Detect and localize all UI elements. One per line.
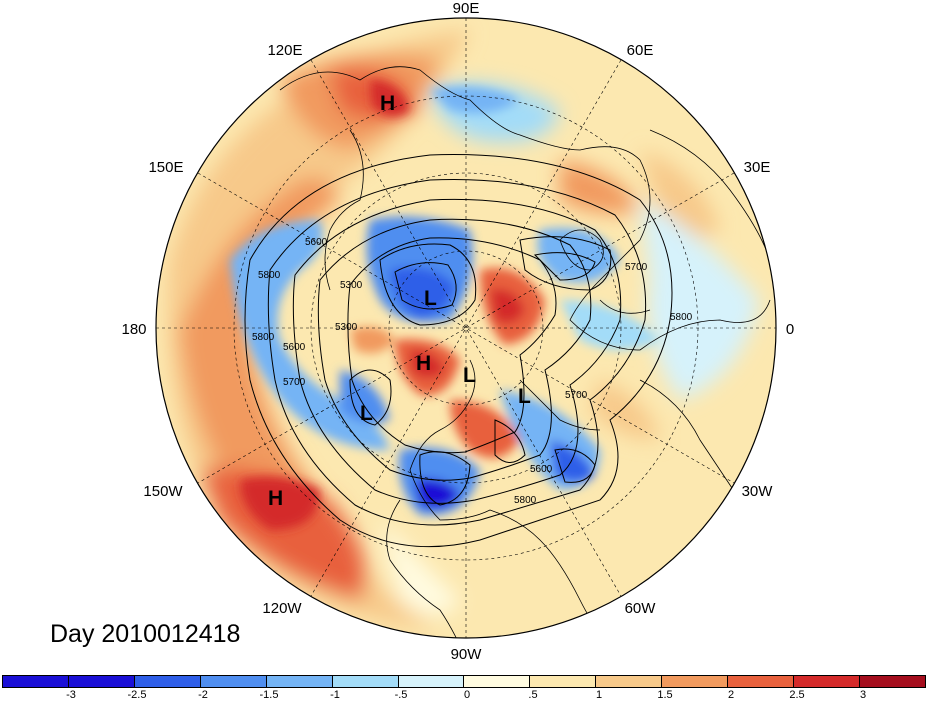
colorbar-tick-label: 2 <box>727 689 735 701</box>
longitude-label: 150E <box>148 159 183 176</box>
colorbar-tick-label: -2 <box>198 689 208 701</box>
polar-map: 5600 5800 5300 5300 5800 5600 5700 5700 … <box>121 0 794 663</box>
colorbar-tick-label: -1.5 <box>259 689 279 701</box>
pressure-center-low: L <box>463 364 476 387</box>
colorbar <box>2 675 926 688</box>
contour-label: 5600 <box>530 464 553 475</box>
pressure-center-low: L <box>360 402 373 425</box>
map-boundary <box>155 17 777 639</box>
longitude-label-group: 90E 60E 30E 0 30W 60W 90W 120W 150W 180 … <box>121 0 794 663</box>
longitude-label: 150W <box>143 483 183 500</box>
colorbar-swatch <box>662 676 729 687</box>
contour-label: 5700 <box>283 377 306 388</box>
colorbar-tick-label: 1 <box>595 689 603 701</box>
coastlines <box>279 66 771 638</box>
pressure-center-group: H L H L L L H <box>268 92 531 510</box>
contour-label: 5600 <box>283 342 306 353</box>
contour-label: 5800 <box>258 270 281 281</box>
longitude-label: 30E <box>744 159 771 176</box>
pressure-center-high: H <box>380 92 395 115</box>
contour-label: 5800 <box>514 495 537 506</box>
contour-label: 5600 <box>305 237 328 248</box>
colorbar-swatch <box>68 676 135 687</box>
anomaly-shading <box>156 18 776 638</box>
longitude-label: 120E <box>267 42 302 59</box>
height-contours <box>244 154 673 548</box>
longitude-label: 0 <box>786 321 794 338</box>
colorbar-tick-label: .5 <box>528 689 538 701</box>
longitude-label: 90W <box>451 646 483 663</box>
pressure-center-high: H <box>268 487 283 510</box>
colorbar-swatch <box>3 676 69 687</box>
pressure-center-low: L <box>518 385 531 408</box>
graticule <box>156 18 776 638</box>
pressure-center-high: H <box>416 352 431 375</box>
map-title: Day 2010012418 <box>50 620 241 648</box>
colorbar-swatch <box>596 676 663 687</box>
colorbar-swatch <box>134 676 201 687</box>
colorbar-swatch <box>398 676 465 687</box>
contour-label-group: 5600 5800 5300 5300 5800 5600 5700 5700 … <box>252 237 693 506</box>
colorbar-ticks: -3 -2.5 -2 -1.5 -1 -.5 0 .5 1 1.5 2 2.5 … <box>0 689 928 702</box>
longitude-label: 60W <box>625 600 657 617</box>
colorbar-tick-label: 0 <box>463 689 471 701</box>
contour-label: 5800 <box>670 312 693 323</box>
colorbar-tick-label: 3 <box>859 689 867 701</box>
longitude-label: 30W <box>742 483 774 500</box>
pressure-center-low: L <box>424 287 437 310</box>
colorbar-tick-label: -3 <box>66 689 76 701</box>
longitude-label: 90E <box>453 0 480 17</box>
colorbar-tick-label: -2.5 <box>127 689 147 701</box>
colorbar-swatch <box>728 676 795 687</box>
colorbar-swatch <box>530 676 597 687</box>
contour-label: 5700 <box>565 390 588 401</box>
longitude-label: 180 <box>121 321 146 338</box>
colorbar-swatch <box>200 676 267 687</box>
longitude-label: 120W <box>262 600 302 617</box>
colorbar-swatch <box>266 676 333 687</box>
colorbar-tick-label: 2.5 <box>789 689 805 701</box>
colorbar-tick-label: -1 <box>330 689 340 701</box>
colorbar-swatch <box>794 676 860 687</box>
contour-label: 5300 <box>340 280 363 291</box>
colorbar-swatch <box>859 676 925 687</box>
colorbar-tick-label: -.5 <box>394 689 408 701</box>
colorbar-swatch <box>464 676 531 687</box>
contour-label: 5800 <box>252 332 275 343</box>
contour-label: 5300 <box>335 322 358 333</box>
longitude-label: 60E <box>627 42 654 59</box>
contour-label: 5700 <box>625 262 648 273</box>
colorbar-swatch <box>332 676 399 687</box>
colorbar-tick-label: 1.5 <box>657 689 673 701</box>
